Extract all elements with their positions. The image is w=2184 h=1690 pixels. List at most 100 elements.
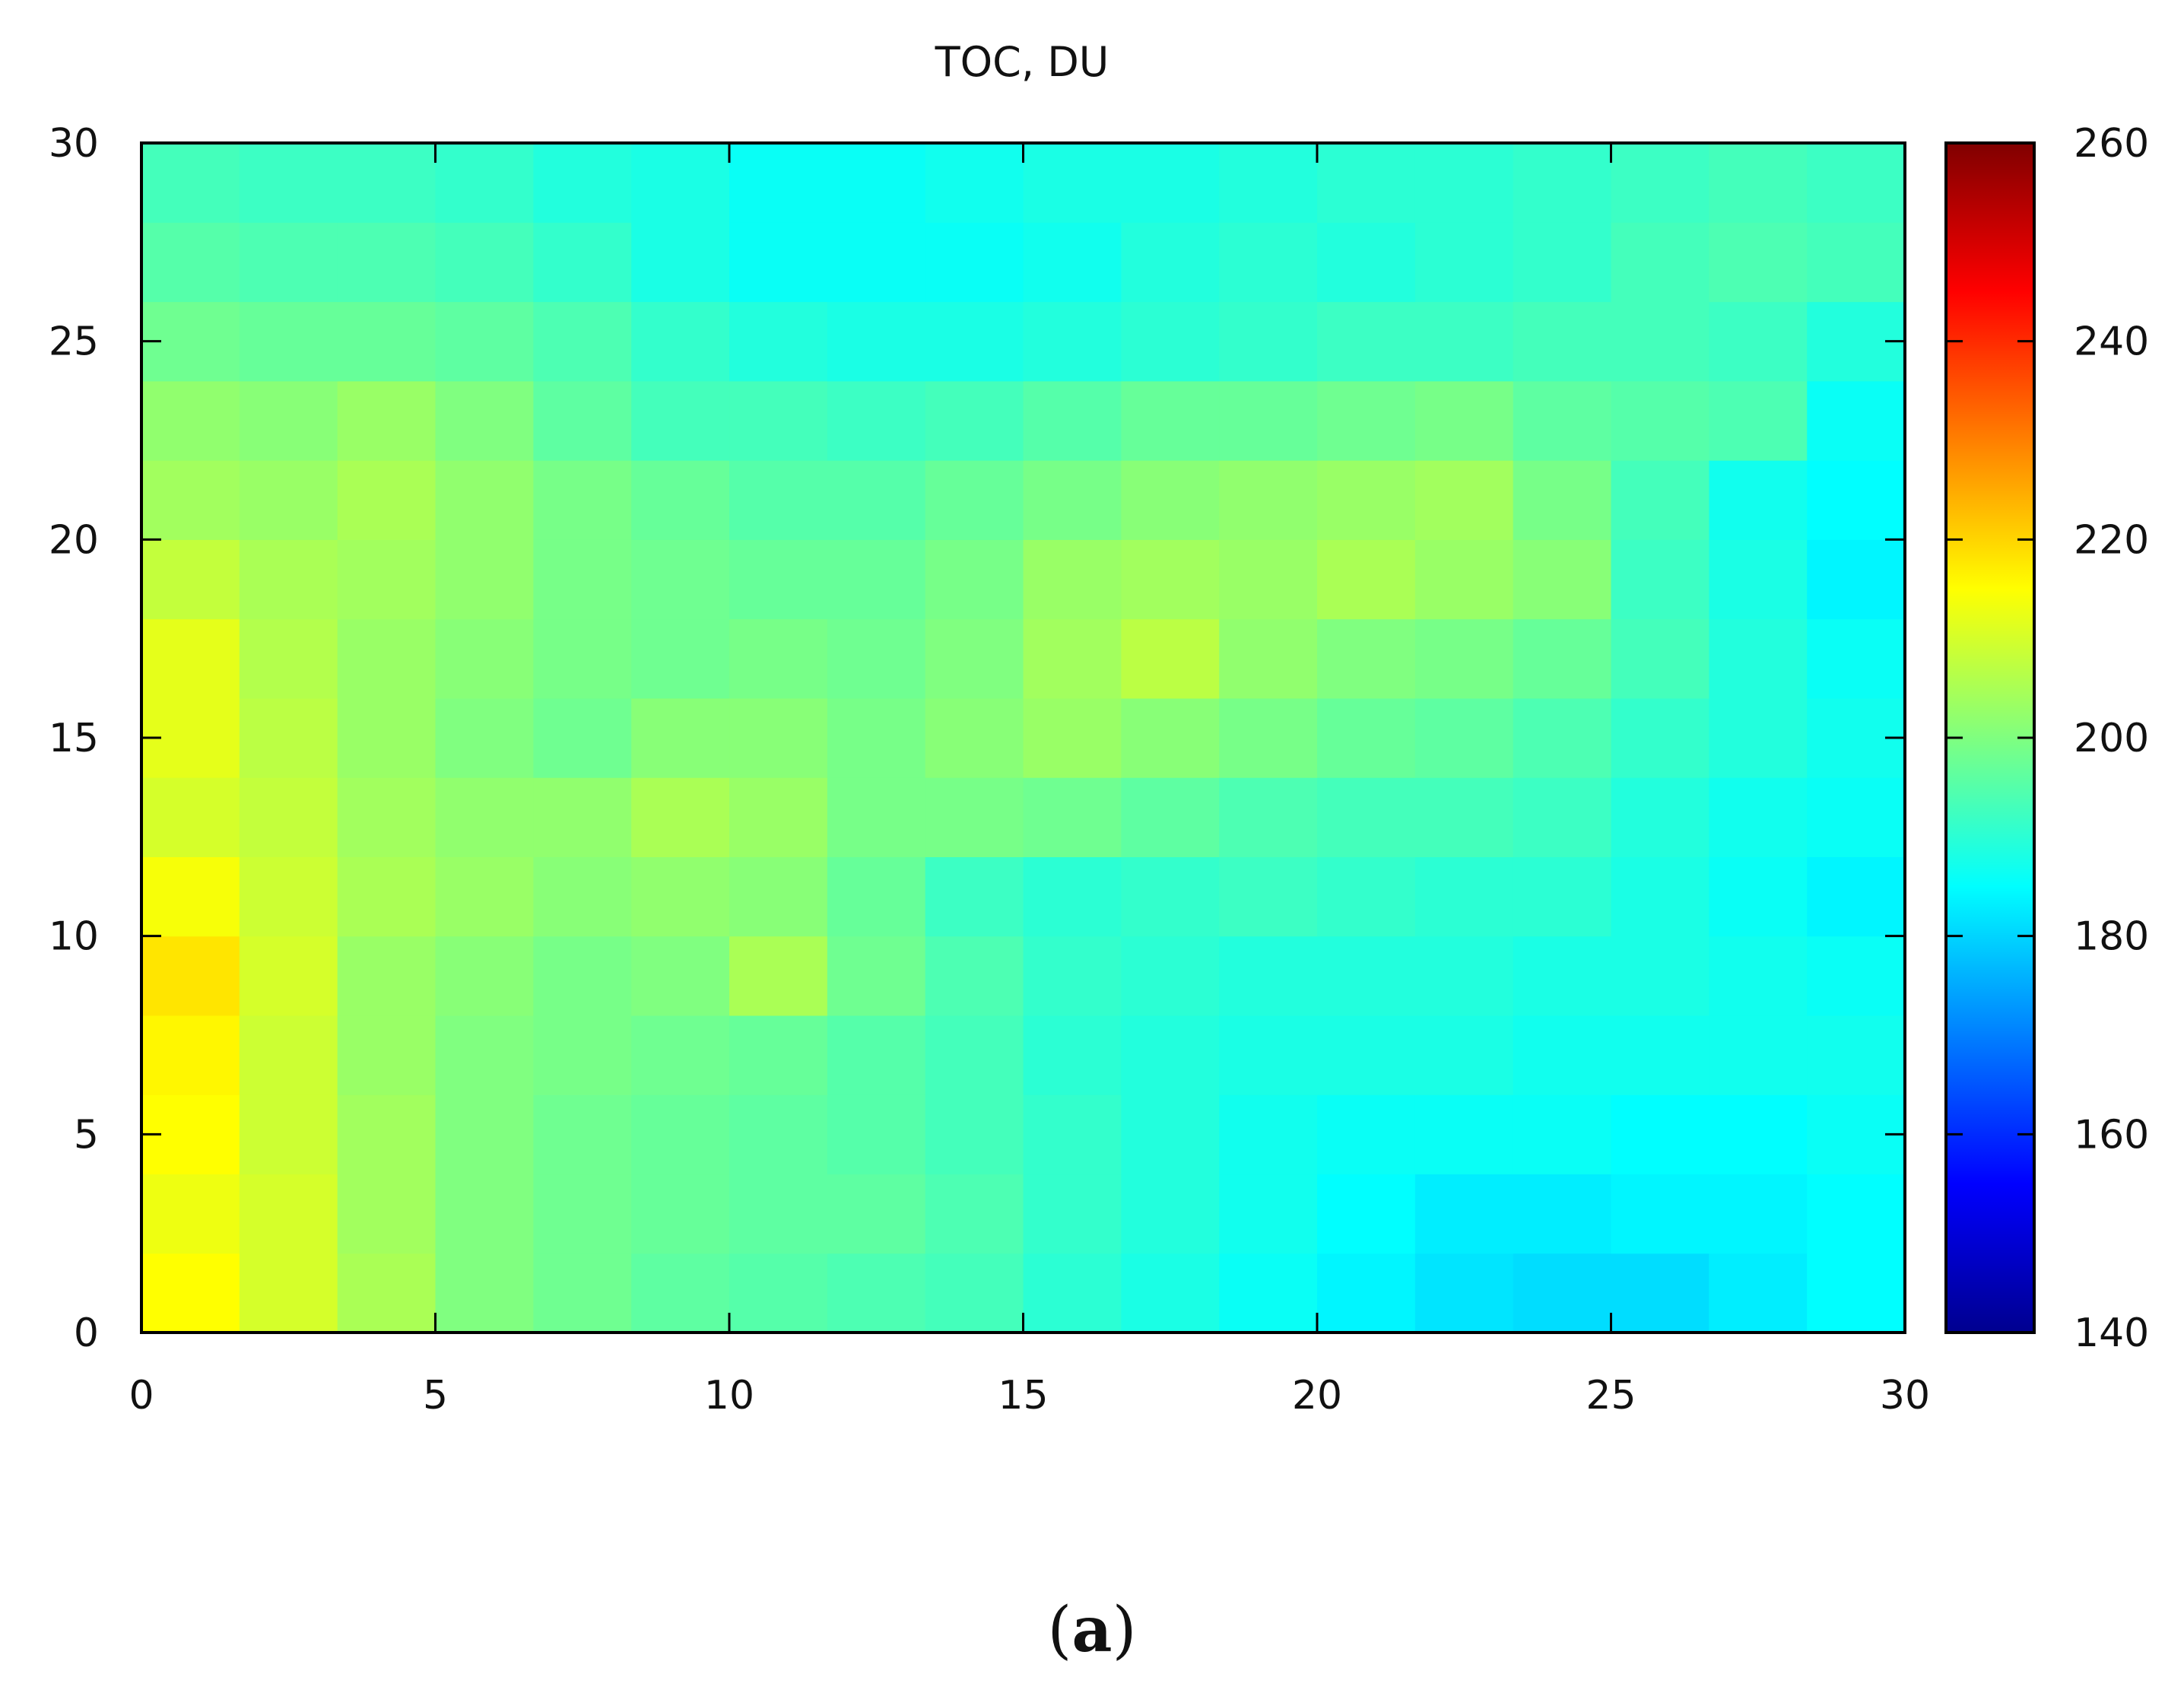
heatmap-cell	[925, 143, 1024, 223]
heatmap-cell	[1709, 1015, 1808, 1095]
heatmap-cell	[435, 143, 534, 223]
heatmap-cell	[729, 777, 828, 857]
heatmap-cell	[1611, 697, 1709, 778]
heatmap-cell	[1414, 380, 1514, 461]
heatmap-cell	[1513, 143, 1612, 223]
heatmap-cell	[435, 1094, 534, 1175]
heatmap-cell	[1807, 1174, 1906, 1254]
heatmap-cell	[1023, 460, 1122, 540]
colorbar-tick-label: 180	[2074, 914, 2149, 960]
heatmap-cell	[1414, 697, 1514, 778]
heatmap-cell	[239, 1094, 338, 1175]
heatmap-cell	[729, 380, 828, 461]
panel-label-close: )	[1112, 1594, 1137, 1666]
heatmap-cell	[435, 856, 534, 937]
heatmap-cell	[1513, 618, 1612, 699]
heatmap-cell	[1317, 301, 1416, 382]
heatmap-cell	[729, 460, 828, 540]
x-tick-label: 20	[1292, 1373, 1342, 1418]
heatmap-cell	[1023, 856, 1122, 937]
heatmap-cell	[1023, 936, 1122, 1016]
heatmap-cell	[1317, 380, 1416, 461]
heatmap-cell	[239, 936, 338, 1016]
heatmap-cell	[1414, 222, 1514, 303]
heatmap-cell	[1611, 936, 1709, 1016]
heatmap-cell	[435, 618, 534, 699]
y-tick-label: 15	[49, 716, 99, 761]
heatmap-cell	[925, 460, 1024, 540]
heatmap-cell	[141, 222, 240, 303]
heatmap-cell	[1414, 460, 1514, 540]
heatmap-cell	[1807, 1253, 1906, 1333]
heatmap-cell	[1121, 143, 1220, 223]
heatmap-cell	[631, 856, 730, 937]
heatmap-cell	[1023, 1094, 1122, 1175]
heatmap-cell	[1513, 380, 1612, 461]
heatmap-cell	[239, 1253, 338, 1333]
heatmap-cell	[239, 380, 338, 461]
heatmap-cell	[1317, 1174, 1416, 1254]
heatmap-cell	[1219, 697, 1318, 778]
heatmap-cell	[141, 618, 240, 699]
heatmap-cells	[141, 143, 1906, 1333]
heatmap-cell	[925, 301, 1024, 382]
x-tick-label: 15	[998, 1373, 1048, 1418]
heatmap-cell	[631, 697, 730, 778]
heatmap-cell	[337, 1094, 436, 1175]
heatmap-cell	[435, 301, 534, 382]
heatmap-cell	[435, 1174, 534, 1254]
heatmap-cell	[533, 460, 632, 540]
heatmap-cell	[631, 539, 730, 620]
heatmap-cell	[1513, 697, 1612, 778]
y-tick-label: 5	[74, 1112, 99, 1158]
heatmap-cell	[1709, 222, 1808, 303]
heatmap-cell	[1219, 539, 1318, 620]
heatmap-cell	[1317, 936, 1416, 1016]
heatmap-cell	[729, 539, 828, 620]
heatmap-cell	[1219, 1174, 1318, 1254]
heatmap-cell	[1317, 460, 1416, 540]
heatmap-cell	[1219, 1094, 1318, 1175]
heatmap-cell	[1709, 460, 1808, 540]
heatmap-cell	[141, 143, 240, 223]
heatmap-cell	[1121, 777, 1220, 857]
heatmap-cell	[1317, 1015, 1416, 1095]
heatmap-cell	[729, 936, 828, 1016]
heatmap-cell	[533, 222, 632, 303]
heatmap-cell	[1219, 1253, 1318, 1333]
heatmap-cell	[1023, 301, 1122, 382]
heatmap-cell	[533, 856, 632, 937]
heatmap-cell	[1121, 1094, 1220, 1175]
heatmap-cell	[1807, 856, 1906, 937]
heatmap-cell	[1414, 856, 1514, 937]
heatmap-cell	[1807, 222, 1906, 303]
heatmap-cell	[1414, 618, 1514, 699]
x-tick-label: 25	[1586, 1373, 1636, 1418]
heatmap-cell	[925, 777, 1024, 857]
heatmap-cell	[1414, 143, 1514, 223]
heatmap-cell	[827, 1174, 926, 1254]
heatmap-cell	[631, 301, 730, 382]
y-tick-label: 10	[49, 914, 99, 960]
heatmap-cell	[925, 1015, 1024, 1095]
heatmap-cell	[141, 936, 240, 1016]
heatmap-cell	[435, 1253, 534, 1333]
heatmap-cell	[827, 460, 926, 540]
heatmap-cell	[925, 380, 1024, 461]
heatmap-cell	[729, 143, 828, 223]
heatmap-cell	[533, 301, 632, 382]
heatmap-cell	[631, 936, 730, 1016]
heatmap-cell	[827, 380, 926, 461]
heatmap-cell	[1513, 539, 1612, 620]
heatmap-cell	[1611, 618, 1709, 699]
heatmap-cell	[1121, 697, 1220, 778]
heatmap-cell	[925, 936, 1024, 1016]
heatmap-cell	[925, 1253, 1024, 1333]
x-tick-label: 10	[704, 1373, 754, 1418]
x-tick-label: 30	[1880, 1373, 1930, 1418]
heatmap-cell	[1414, 936, 1514, 1016]
chart-title: TOC, DU	[935, 38, 1109, 86]
heatmap-cell	[239, 143, 338, 223]
heatmap-cell	[1023, 697, 1122, 778]
heatmap-cell	[729, 1253, 828, 1333]
